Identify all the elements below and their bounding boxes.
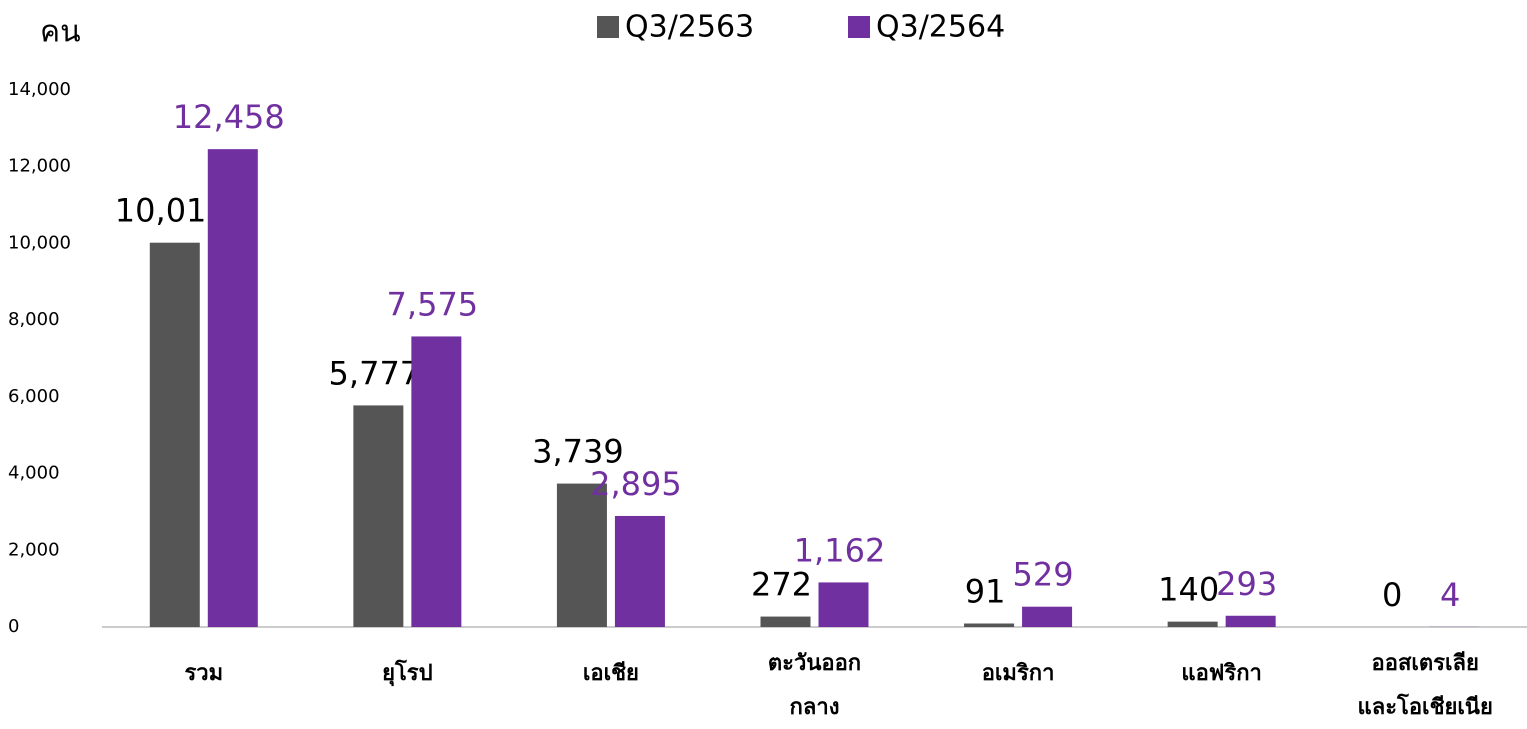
y-tick-label: 8,000 — [8, 309, 60, 330]
y-tick-label: 14,000 — [8, 79, 71, 100]
y-tick-label: 0 — [8, 616, 19, 637]
data-label: 12,458 — [173, 98, 285, 136]
data-label: 1,162 — [794, 531, 886, 569]
bar — [818, 582, 869, 627]
x-tick-label: รวม — [184, 661, 223, 686]
y-tick-label: 6,000 — [8, 386, 60, 407]
x-tick-label: ตะวันออกกลาง — [768, 651, 861, 720]
legend-swatch — [597, 16, 619, 38]
bar — [964, 623, 1015, 627]
legend-label: Q3/2564 — [876, 10, 1005, 45]
bar — [411, 336, 462, 627]
bar — [353, 405, 404, 627]
bar — [207, 149, 258, 627]
x-tick-label: เอเชีย — [583, 661, 639, 686]
x-tick-label: ออสเตรเลียและโอเชียเนีย — [1358, 651, 1493, 720]
data-label: 140 — [1158, 571, 1219, 609]
x-tick-label: แอฟริกา — [1181, 661, 1261, 686]
data-label: 7,575 — [387, 285, 479, 323]
bar — [1167, 621, 1218, 627]
data-label: 2,895 — [590, 465, 682, 503]
data-label: 0 — [1382, 576, 1402, 614]
bar — [149, 242, 200, 628]
data-label: 5,777 — [329, 354, 421, 392]
x-tick-label: อเมริกา — [982, 661, 1055, 686]
bar — [556, 483, 607, 627]
y-tick-label: 10,000 — [8, 232, 71, 253]
y-tick-label: 4,000 — [8, 463, 60, 484]
data-label: 91 — [965, 573, 1006, 611]
y-axis-label: คน — [40, 15, 81, 50]
legend-swatch — [848, 16, 870, 38]
bar — [760, 616, 811, 627]
data-label: 529 — [1013, 556, 1074, 594]
y-tick-label: 2,000 — [8, 539, 60, 560]
data-label: 272 — [751, 566, 812, 604]
data-label: 3,739 — [532, 433, 624, 471]
data-label: 293 — [1216, 565, 1277, 603]
legend-label: Q3/2563 — [625, 10, 754, 45]
bar — [1225, 615, 1276, 627]
data-label: 4 — [1440, 576, 1460, 614]
bar — [614, 515, 665, 627]
x-tick-label: ยุโรป — [382, 659, 433, 687]
bar — [1022, 606, 1073, 627]
y-tick-label: 12,000 — [8, 156, 71, 177]
